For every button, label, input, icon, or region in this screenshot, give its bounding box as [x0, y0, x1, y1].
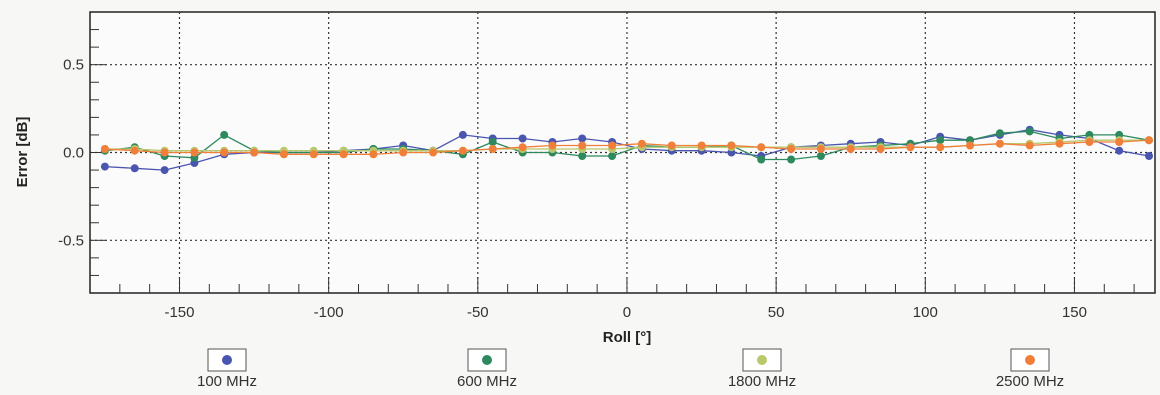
series-layer	[100, 125, 1153, 175]
legend-marker	[222, 355, 232, 365]
data-point	[787, 155, 796, 164]
x-tick-label: 150	[1062, 304, 1087, 321]
data-point	[578, 134, 587, 143]
legend-item: 100 MHz	[197, 348, 257, 390]
legend-item: 600 MHz	[457, 348, 517, 390]
legend-label: 100 MHz	[197, 373, 257, 390]
data-point	[966, 141, 974, 150]
x-tick-label: -150	[164, 304, 194, 321]
data-point	[458, 130, 467, 139]
data-point	[1145, 136, 1153, 145]
x-tick-label: 100	[913, 304, 938, 321]
legend-marker	[757, 355, 767, 365]
data-point	[100, 162, 109, 171]
series-2500-mhz	[100, 136, 1153, 159]
data-point	[100, 145, 109, 153]
y-tick-label: 0.5	[63, 57, 84, 74]
data-point	[1055, 139, 1064, 148]
data-point	[727, 141, 736, 150]
data-point	[757, 155, 766, 164]
legend-label: 2500 MHz	[996, 373, 1064, 390]
data-point	[399, 148, 408, 157]
data-point	[220, 148, 229, 157]
series-line	[104, 130, 1150, 161]
data-point	[846, 145, 855, 153]
data-point	[906, 143, 915, 152]
data-point	[578, 152, 587, 160]
data-point	[637, 139, 646, 148]
data-point	[995, 129, 1004, 138]
data-point	[518, 143, 527, 152]
data-point	[936, 136, 945, 145]
x-tick-label: 50	[768, 304, 785, 321]
data-point	[250, 148, 259, 157]
data-point	[279, 150, 288, 159]
legend-marker	[482, 355, 492, 365]
data-point	[608, 152, 617, 160]
data-point	[518, 134, 527, 143]
y-axis-title: Error [dB]	[14, 117, 31, 188]
legend-marker	[1025, 355, 1035, 365]
legend-label: 1800 MHz	[728, 373, 796, 390]
data-point	[548, 141, 557, 150]
data-point	[1115, 146, 1124, 155]
data-point	[130, 146, 139, 155]
data-point	[936, 143, 945, 152]
data-point	[130, 164, 139, 173]
x-tick-label: 0	[623, 304, 631, 321]
data-point	[488, 138, 497, 146]
legend-item: 2500 MHz	[996, 348, 1064, 390]
data-point	[160, 148, 169, 157]
data-point	[816, 152, 825, 160]
x-tick-label: -100	[314, 304, 344, 321]
data-point	[608, 141, 617, 150]
series-line	[104, 139, 1150, 155]
data-point	[339, 150, 348, 159]
data-point	[876, 145, 885, 153]
data-point	[429, 148, 438, 157]
x-axis-title: Roll [°]	[603, 329, 652, 346]
data-point	[697, 141, 706, 150]
data-point	[309, 150, 318, 159]
data-point	[488, 145, 497, 153]
x-tick-label: -50	[467, 304, 489, 321]
data-point	[190, 148, 199, 157]
data-point	[1025, 127, 1034, 136]
data-point	[160, 166, 169, 175]
data-point	[995, 139, 1004, 148]
data-point	[757, 143, 766, 152]
data-point	[220, 130, 229, 139]
y-tick-label: -0.5	[58, 232, 84, 249]
legend: 100 MHz 600 MHz 1800 MHz 2500 MHz	[197, 348, 1064, 390]
data-point	[1115, 138, 1124, 146]
data-point	[667, 141, 676, 150]
data-point	[1145, 152, 1153, 160]
data-point	[369, 150, 378, 159]
y-tick-label: 0.0	[63, 145, 84, 162]
data-point	[1025, 141, 1034, 150]
data-point	[458, 146, 467, 155]
axes: -150 -100 -50 0 50 100 150 -0.5 0.0 0.5	[58, 29, 1135, 321]
data-point	[787, 145, 796, 153]
data-point	[1085, 138, 1094, 146]
legend-label: 600 MHz	[457, 373, 517, 390]
legend-item: 1800 MHz	[728, 348, 796, 390]
data-point	[578, 141, 587, 150]
data-point	[816, 145, 825, 153]
